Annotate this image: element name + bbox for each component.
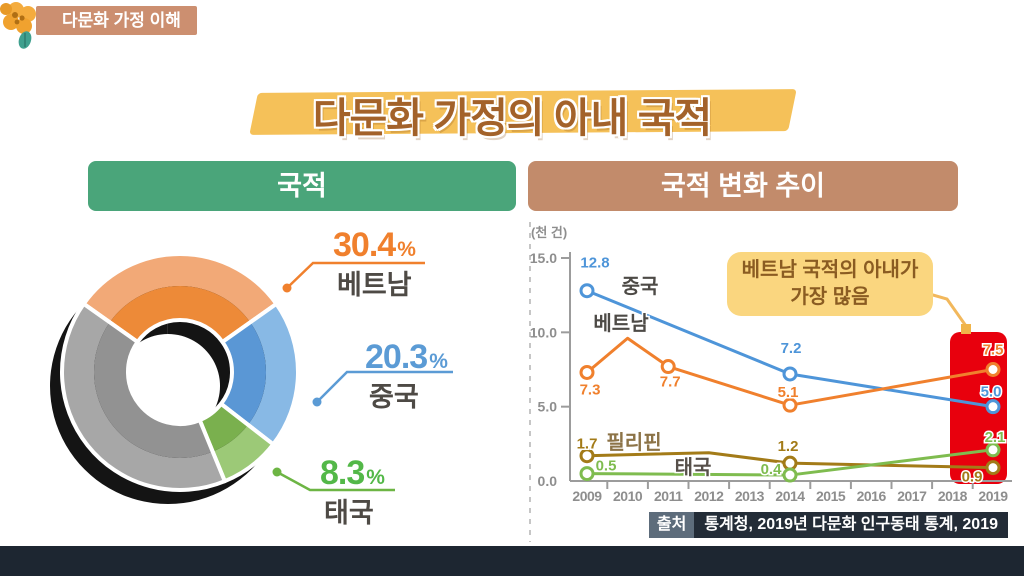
x-tick-label: 2010 [613, 488, 643, 504]
donut-leader-line [276, 470, 395, 492]
series-label-필리핀: 필리핀 [606, 431, 661, 454]
trend-line-필리핀 [586, 451, 994, 470]
data-point-필리핀-2014 [782, 455, 798, 471]
y-tick-label: 15.0 [530, 250, 557, 266]
value-label-중국-2019: 5.0 [981, 384, 1002, 401]
y-tick-label: 0.0 [538, 473, 558, 489]
value-label-필리핀-2009: 1.7 [577, 436, 598, 453]
y-tick-label: 10.0 [530, 324, 557, 340]
data-point-필리핀-2019 [985, 460, 1001, 476]
value-label-베트남-2009: 7.3 [580, 381, 601, 398]
donut-slice-inner-베트남 [109, 286, 251, 342]
y-tick-label: 5.0 [538, 399, 558, 415]
source: 출처 통계청, 2019년 다문화 인구동태 통계, 2019 [648, 512, 1008, 538]
vietnam-name: 베트남 [337, 270, 412, 300]
topic-badge-label: 다문화 가정 이해 [62, 11, 181, 30]
data-point-태국-2014 [782, 467, 798, 483]
x-tick-label: 2015 [816, 488, 846, 504]
data-point-중국-2019 [985, 399, 1001, 415]
page-title: 다문화 가정의 아내 국적 [312, 95, 712, 141]
donut-slice-gap [219, 301, 300, 447]
donut-leader-dot [272, 467, 282, 477]
data-point-베트남-2019 [985, 361, 1001, 377]
donut-label-thailand: 8.3% 태국 [320, 454, 385, 528]
flower-icon [0, 2, 36, 49]
topic-badge: 다문화 가정 이해 [36, 6, 197, 35]
callout-connector [925, 291, 968, 327]
donut-leader-dot [312, 397, 322, 407]
value-label-태국-2014: 0.4 [761, 461, 783, 478]
data-point-태국-2019 [985, 442, 1001, 458]
x-tick-label: 2012 [694, 488, 724, 504]
donut-slice-outer-other [62, 303, 225, 490]
x-tick-label: 2013 [735, 488, 765, 504]
donut-slice-outer-태국 [212, 424, 274, 482]
trend-panel-header: 국적 변화 추이 [528, 161, 958, 211]
series-label-베트남: 베트남 [593, 312, 649, 335]
donut-slice-outer-중국 [247, 303, 298, 445]
x-tick-label: 2017 [897, 488, 927, 504]
data-point-중국-2014 [782, 366, 798, 382]
data-point-태국-2009 [579, 466, 595, 482]
x-tick-label: 2019 [978, 488, 1008, 504]
donut-slice-gap [60, 301, 227, 492]
source-text: 통계청, 2019년 다문화 인구동태 통계, 2019 [694, 512, 1008, 538]
value-label-베트남-2011: 7.7 [660, 374, 681, 391]
data-point-베트남-2011 [660, 359, 676, 375]
value-label-베트남-2019: 7.5 [983, 341, 1004, 358]
value-label-중국-2014: 7.2 [781, 340, 802, 357]
value-label-베트남-2014: 5.1 [778, 384, 799, 401]
donut-leader-line [316, 370, 453, 403]
x-tick-label: 2011 [654, 488, 683, 504]
x-tick-label: 2018 [938, 488, 968, 504]
donut-slice-gap [81, 252, 279, 344]
donut-slice-inner-중국 [221, 322, 266, 425]
value-label-필리핀-2014: 1.2 [778, 438, 799, 455]
donut-label-china: 20.3% 중국 [365, 338, 448, 412]
data-point-베트남-2014 [782, 397, 798, 413]
bottom-bar [0, 546, 1024, 576]
donut-slice-outer-베트남 [83, 254, 277, 323]
x-tick-label: 2014 [775, 488, 805, 504]
series-label-중국: 중국 [622, 276, 659, 298]
thailand-name: 태국 [324, 498, 374, 528]
series-label-태국: 태국 [675, 456, 712, 479]
callout-line1: 베트남 국적의 아내가 [741, 259, 919, 281]
thailand-percent: 8.3 [320, 454, 365, 492]
donut-panel-header: 국적 [88, 161, 516, 211]
vietnam-percent: 30.4 [333, 226, 396, 264]
callout-line2: 가장 많음 [790, 286, 870, 308]
data-point-중국-2009 [579, 283, 595, 299]
value-label-필리핀-2019: 0.9 [962, 469, 983, 486]
data-point-필리핀-2009 [579, 448, 595, 464]
value-label-태국-2019: 2.1 [985, 429, 1006, 446]
donut-leader-line [286, 261, 425, 289]
china-percent: 20.3 [365, 338, 428, 376]
y-axis-unit: (천 건) [531, 225, 567, 240]
donut-label-vietnam: 30.4% 베트남 [333, 226, 416, 300]
x-tick-label: 2009 [572, 488, 602, 504]
callout-connector-dot [961, 324, 971, 334]
data-point-베트남-2009 [579, 364, 595, 380]
callout-box: 베트남 국적의 아내가 가장 많음 [727, 252, 933, 316]
source-badge: 출처 [648, 512, 695, 538]
value-label-태국-2009: 0.5 [596, 458, 617, 475]
value-label-중국-2009: 12.8 [580, 255, 609, 272]
donut-leader-dot [282, 283, 292, 293]
x-tick-label: 2016 [857, 488, 887, 504]
china-name: 중국 [369, 382, 419, 412]
